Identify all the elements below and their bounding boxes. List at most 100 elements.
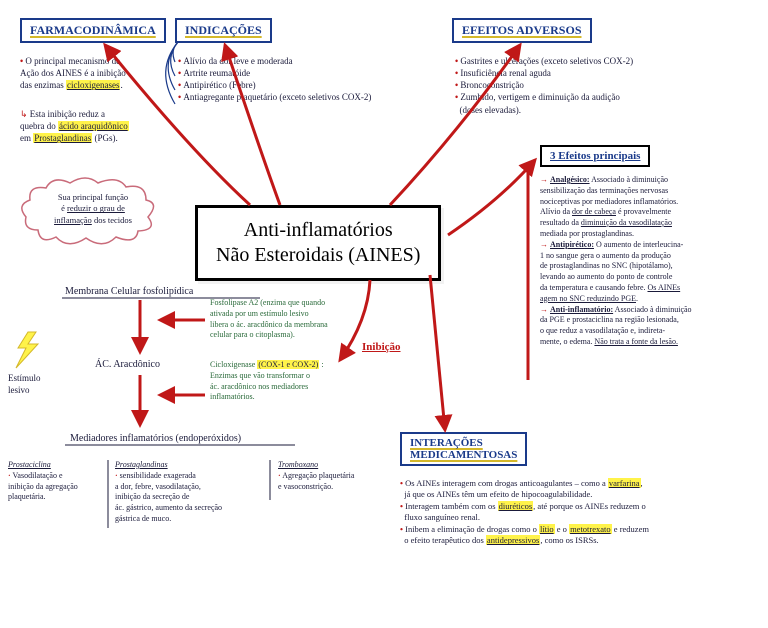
subhead: Antipirético:: [550, 240, 594, 249]
center-title-box: Anti-inflamatórios Não Esteroidais (AINE…: [195, 205, 441, 281]
text: Não trata a fonte da lesão.: [594, 337, 678, 346]
list-item: Antipirético (Febre): [183, 80, 255, 90]
text: resultado da: [540, 218, 581, 227]
text: Agregação plaquetária: [282, 471, 354, 480]
text: Associado à diminuição: [613, 305, 691, 314]
list-item: Insuficiência renal aguda: [460, 68, 550, 78]
text: quebra do: [20, 121, 58, 131]
text: Enzimas que vão transformar o: [210, 371, 310, 380]
text: 1 no sangue gera o aumento da produção: [540, 251, 671, 260]
text: das enzimas: [20, 80, 66, 90]
estimulo-label: Estímulo lesivo: [8, 372, 41, 396]
bullet-icon: •: [400, 524, 403, 534]
text: da temperatura e causando febre.: [540, 283, 648, 292]
text: Vasodilatação e: [13, 471, 63, 480]
text: a dor, febre, vasodilatação,: [115, 482, 201, 491]
bullet-icon: •: [400, 501, 403, 511]
header-3efeitos: 3 Efeitos principais: [540, 145, 650, 167]
text: .: [636, 294, 638, 303]
col-header: Prostaglandinas: [115, 460, 168, 469]
text: O aumento de interleucina-: [594, 240, 683, 249]
membrane-label: Membrana Celular fosfolipídica: [65, 285, 193, 299]
acido-label: ÁC. Aracdônico: [95, 358, 160, 372]
text: ativada por um estímulo lesivo: [210, 309, 309, 318]
highlight-text: varfarina: [608, 478, 641, 488]
text: , como os ISRSs.: [540, 535, 598, 545]
inibicao-label: Inibição: [362, 340, 401, 355]
text: diminuição da vasodilatação: [581, 218, 672, 227]
arrow-glyph: →: [540, 305, 548, 314]
text: já que os AINEs têm um efeito de hipocoa…: [404, 489, 592, 499]
text: Sua principal função: [58, 192, 128, 202]
text: e o: [555, 524, 569, 534]
list-item: Zumbido, vertigem e diminuição da audiçã…: [460, 92, 619, 102]
col-prostaglandinas: Prostaglandinas · sensibilidade exagerad…: [115, 460, 265, 525]
text: Os AINEs interagem com drogas anticoagul…: [405, 478, 608, 488]
text: (PGs).: [92, 133, 118, 143]
text: agem no SNC reduzindo PGE: [540, 294, 636, 303]
text: lesivo: [8, 385, 30, 395]
subhead: Analgésico:: [550, 175, 590, 184]
text: nociceptivas por mediadores inflamatório…: [540, 197, 678, 206]
text: sensibilização das terminações nervosas: [540, 186, 668, 195]
text: ,: [641, 478, 643, 488]
list-item: Alívio da dor leve e moderada: [183, 56, 292, 66]
text: Alívio da: [540, 207, 572, 216]
arrow-glyph: →: [540, 240, 548, 249]
cox-note: Cicloxigenase (COX-1 e COX-2) : Enzimas …: [210, 360, 375, 403]
text: Associado à diminuição: [590, 175, 668, 184]
bullet-icon: •: [20, 56, 23, 66]
header-farmacodinamica: FARMACODINÂMICA: [20, 18, 166, 43]
text: , até porque os AINEs reduzem o: [533, 501, 646, 511]
text: da PGE e prostaciclina na região lesiona…: [540, 315, 679, 324]
list-item: (doses elevadas).: [460, 105, 521, 115]
title-line2: Não Esteroidais (AINES): [216, 244, 420, 266]
text: Cicloxigenase: [210, 360, 257, 369]
bullet-icon: ·: [8, 471, 11, 480]
bullet-icon: •: [400, 478, 403, 488]
list-item: Broncoconstrição: [460, 80, 523, 90]
text: ác. gástrico, aumento da secreção: [115, 503, 222, 512]
title-line1: Anti-inflamatórios: [244, 219, 393, 241]
bullet-icon: ·: [115, 471, 118, 480]
highlight-text: (COX-1 e COX-2): [257, 360, 319, 369]
text: Ação dos AINES é a inibição: [20, 68, 126, 78]
indicacoes-list: • Alívio da dor leve e moderada • Artrit…: [178, 55, 428, 104]
highlight-text: ácido araquidônico: [58, 121, 129, 131]
list-item: Artrite reumatóide: [183, 68, 250, 78]
farmaco-p2: ↳ Esta inibição reduz a quebra do ácido …: [20, 108, 170, 144]
text: e reduzem: [612, 524, 649, 534]
fosfolipase-note: Fosfolipase A2 (enzima que quando ativad…: [210, 298, 375, 341]
mediadores-label: Mediadores inflamatórios (endoperóxidos): [70, 432, 241, 446]
subhead: Anti-inflamatório:: [550, 305, 613, 314]
text: sensibilidade exagerada: [120, 471, 196, 480]
text: inflamatórios.: [210, 392, 255, 401]
col-prostaciclina: Prostaciclina · Vasodilatação e inibição…: [8, 460, 103, 503]
list-item: Antiagregante plaquetário (exceto seleti…: [183, 92, 371, 102]
text: de prostaglandinas no SNC (hipotálamo),: [540, 261, 673, 270]
text: Esta inibição reduz a: [30, 109, 105, 119]
text: reduzir o grau de: [67, 203, 125, 213]
highlight-text: metotrexato: [569, 524, 612, 534]
text: dor de cabeça: [572, 207, 616, 216]
col-header: Tromboxano: [278, 460, 318, 469]
text: inibição da agregação: [8, 482, 78, 491]
text: fluxo sanguíneo renal.: [404, 512, 480, 522]
text: celular para o citoplasma).: [210, 330, 295, 339]
text: :: [319, 360, 323, 369]
text: inibição da secreção de: [115, 492, 189, 501]
arrow-glyph: →: [540, 175, 548, 184]
header-efeitos: EFEITOS ADVERSOS: [452, 18, 592, 43]
text: mediada por prostaglandinas.: [540, 229, 634, 238]
text: gástrica de muco.: [115, 514, 171, 523]
header-interacoes: INTERAÇÕES MEDICAMENTOSAS: [400, 432, 527, 466]
text: ác. aracdônico nos mediadores: [210, 382, 308, 391]
highlight-text: antidepressivos: [486, 535, 540, 545]
arrow-glyph: ↳: [20, 109, 28, 119]
text: levando ao aumento do ponto de controle: [540, 272, 672, 281]
text: O principal mecanismo de: [25, 56, 120, 66]
text: o efeito terapêutico dos: [404, 535, 486, 545]
text: INTERAÇÕES: [410, 437, 483, 449]
text: mente, o edema.: [540, 337, 594, 346]
col-tromboxano: Tromboxano · Agregação plaquetária e vas…: [278, 460, 388, 492]
